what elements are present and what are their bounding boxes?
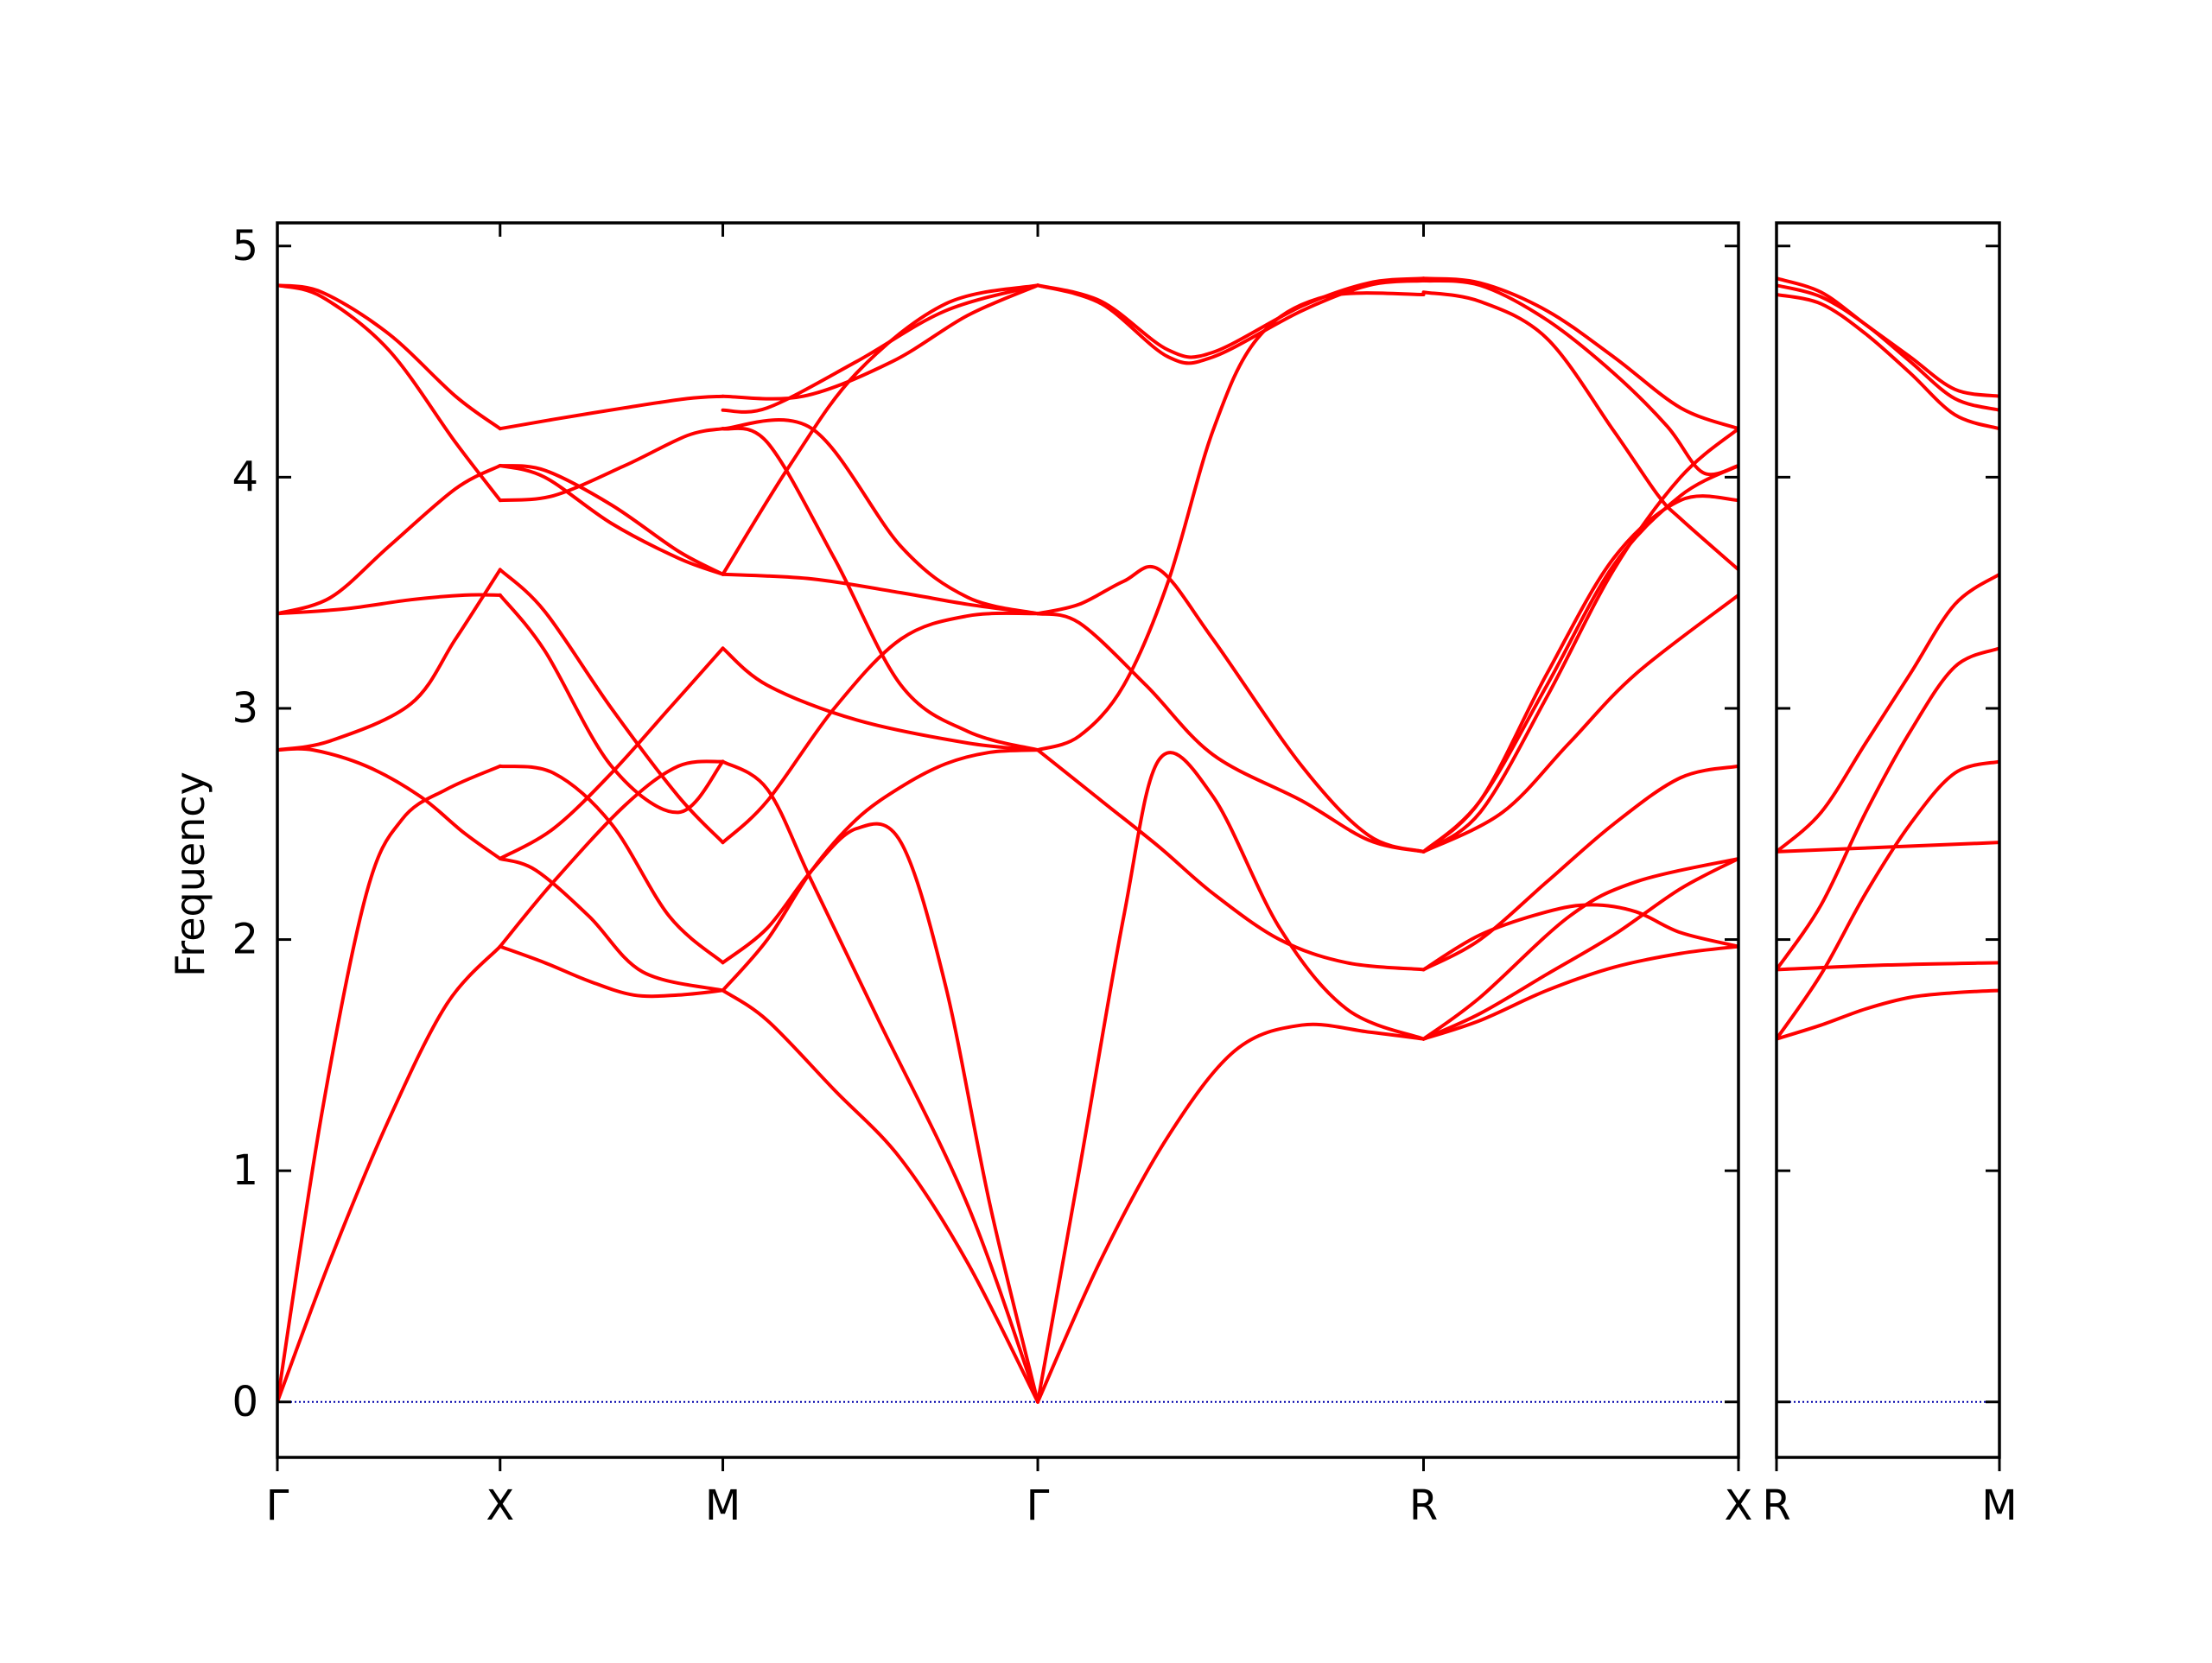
x-tick-label: M	[1981, 1482, 2017, 1530]
band-line	[1421, 278, 1738, 477]
band-line	[1421, 427, 1738, 854]
band-line	[721, 988, 1040, 1404]
y-axis-label: Frequency	[167, 771, 213, 977]
band-line	[721, 759, 1040, 1404]
x-tick-label: X	[1725, 1482, 1753, 1530]
y-tick-label: 3	[232, 684, 258, 733]
y-tick-label: 4	[232, 453, 258, 501]
band-line	[1777, 292, 1999, 431]
x-tick-label: R	[1409, 1482, 1438, 1530]
x-tick-label: R	[1762, 1482, 1790, 1530]
band-line	[498, 764, 725, 965]
band-line	[1036, 748, 1426, 972]
band-line	[1036, 276, 1426, 359]
band-line	[1421, 764, 1738, 972]
band-line	[721, 283, 1040, 576]
x-tick-label: Γ	[266, 1482, 289, 1530]
band-line	[1421, 290, 1738, 572]
band-line	[498, 568, 725, 845]
band-line	[277, 746, 502, 860]
band-line	[498, 646, 725, 860]
y-tick-label: 5	[232, 222, 258, 270]
x-tick-label: M	[705, 1482, 741, 1530]
band-line	[1036, 564, 1426, 854]
band-line	[1421, 494, 1738, 854]
x-tick-label: X	[486, 1482, 514, 1530]
band-line	[1421, 944, 1738, 1041]
band-line	[498, 394, 725, 431]
band-line	[721, 646, 1040, 752]
band-line	[277, 764, 502, 1404]
band-line	[1036, 291, 1426, 752]
band-line	[498, 856, 725, 993]
y-tick-label: 0	[232, 1378, 258, 1426]
band-line	[1036, 1022, 1426, 1404]
bands-secondary	[1777, 276, 1999, 1041]
band-line	[721, 572, 1040, 616]
band-line	[1421, 276, 1738, 431]
band-line	[1036, 751, 1426, 1404]
band-line	[1777, 276, 1999, 398]
band-line	[1036, 612, 1426, 854]
band-line	[721, 611, 1040, 845]
y-tick-label: 2	[232, 916, 258, 964]
x-tick-label: Γ	[1027, 1482, 1050, 1530]
band-line	[1777, 283, 1999, 412]
plot-frame	[276, 221, 1740, 1459]
band-line	[1777, 961, 1999, 972]
band-line	[498, 463, 725, 576]
bands-main	[277, 276, 1738, 1404]
band-line	[277, 593, 502, 616]
band-line	[721, 283, 1040, 401]
band-line	[1777, 759, 1999, 1041]
band-line	[1777, 988, 1999, 1041]
band-line	[498, 759, 725, 949]
band-line	[277, 568, 502, 752]
band-line	[1421, 856, 1738, 1041]
band-line	[721, 822, 1040, 1404]
band-line	[1421, 903, 1738, 972]
band-line	[1421, 463, 1738, 854]
band-line	[1421, 593, 1738, 854]
band-line	[498, 944, 725, 999]
band-line	[721, 418, 1040, 616]
band-line	[498, 463, 725, 576]
band-line	[1421, 856, 1738, 1041]
band-line	[721, 748, 1040, 993]
band-line	[277, 944, 502, 1404]
band-line	[721, 283, 1040, 414]
band-line	[277, 463, 502, 616]
plot-frame	[1775, 221, 2001, 1459]
band-line	[1777, 646, 1999, 972]
band-line	[498, 593, 725, 815]
panel-main: 0 1 2 3 4 5 Γ X M Γ R X	[232, 221, 1753, 1530]
band-line	[1777, 841, 1999, 854]
band-line	[498, 427, 725, 503]
band-line	[1777, 572, 1999, 854]
band-line	[277, 283, 502, 431]
band-line	[721, 426, 1040, 752]
y-tick-label: 1	[232, 1146, 258, 1195]
band-line	[1036, 278, 1426, 365]
band-line	[277, 283, 502, 503]
